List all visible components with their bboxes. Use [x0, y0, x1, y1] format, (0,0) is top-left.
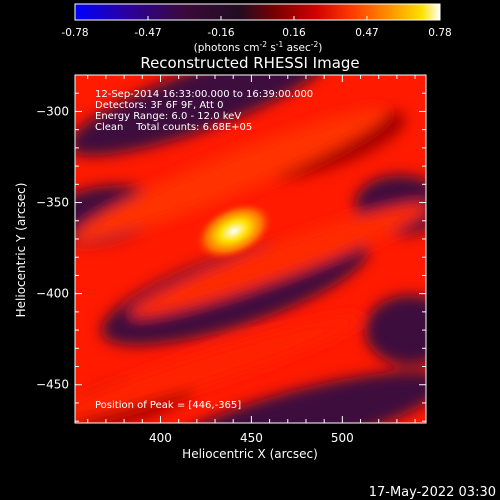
- y-axis-label: Heliocentric Y (arcsec): [14, 183, 28, 318]
- colorbar-ticks: -0.78 -0.47 -0.16 0.16 0.47 0.78: [61, 16, 452, 39]
- x-axis-label: Heliocentric X (arcsec): [182, 447, 318, 461]
- x-axis: 400 450 500: [87, 75, 416, 445]
- plot-title: Reconstructed RHESSI Image: [140, 54, 359, 72]
- peak-hotspot: [194, 201, 274, 261]
- footer-date: 17-May-2022 03:30: [369, 485, 496, 500]
- y-tick-label: −400: [36, 287, 69, 301]
- colorbar-tick-label: -0.47: [134, 27, 161, 39]
- colorbar: -0.78 -0.47 -0.16 0.16 0.47 0.78 (photons cm-…: [61, 3, 452, 54]
- y-axis: −300 −350 −400 −450: [36, 74, 426, 422]
- info-energy: Energy Range: 6.0 - 12.0 keV: [95, 111, 241, 122]
- info-time-range: 12-Sep-2014 16:33:00.000 to 16:39:00.000: [95, 89, 313, 100]
- colorbar-tick-label: 0.16: [282, 27, 306, 39]
- info-detectors: Detectors: 3F 6F 9F, Att 0: [95, 100, 223, 111]
- rhessi-image: [75, 75, 426, 423]
- colorbar-tick-label: -0.78: [61, 27, 88, 39]
- x-tick-label: 400: [149, 431, 172, 445]
- info-clean: Clean Total counts: 6.68E+05: [95, 122, 252, 133]
- colorbar-unit-label: (photons cm-2 s-1 asec-2): [194, 40, 323, 54]
- y-tick-label: −350: [36, 196, 69, 210]
- info-peak: Position of Peak = [446,-365]: [95, 400, 241, 411]
- y-tick-label: −450: [36, 378, 69, 392]
- x-tick-label: 450: [240, 431, 263, 445]
- info-overlay: 12-Sep-2014 16:33:00.000 to 16:39:00.000…: [95, 89, 313, 411]
- y-tick-label: −300: [36, 104, 69, 118]
- colorbar-gradient: [74, 3, 441, 21]
- plot-frame: [74, 74, 427, 424]
- colorbar-tick-label: 0.78: [428, 27, 451, 39]
- colorbar-tick-label: -0.16: [207, 27, 234, 39]
- x-tick-label: 500: [331, 431, 354, 445]
- colorbar-tick-label: 0.47: [355, 27, 378, 39]
